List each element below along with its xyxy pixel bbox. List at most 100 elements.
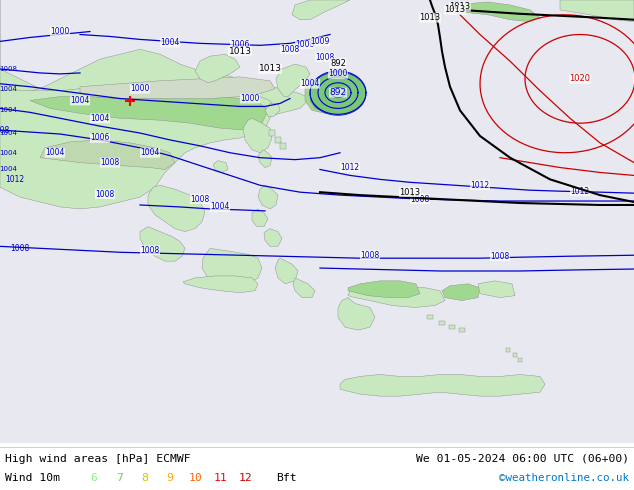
Text: 1008: 1008 [0,125,10,135]
Text: 1004: 1004 [90,114,110,123]
PathPatch shape [293,278,315,297]
PathPatch shape [40,140,175,170]
PathPatch shape [439,321,445,325]
PathPatch shape [442,284,480,300]
Text: 1008: 1008 [360,251,380,260]
Text: ©weatheronline.co.uk: ©weatheronline.co.uk [499,473,629,483]
PathPatch shape [276,64,310,97]
Text: 9: 9 [167,473,173,483]
Text: 1004: 1004 [70,96,89,105]
PathPatch shape [460,2,540,22]
PathPatch shape [80,77,275,98]
Text: 1008: 1008 [100,158,120,167]
PathPatch shape [348,281,420,297]
Text: 1008: 1008 [0,66,17,72]
Text: 1013: 1013 [399,188,420,196]
Text: 1004: 1004 [0,86,17,92]
PathPatch shape [202,248,262,286]
Text: 1008: 1008 [95,190,115,198]
PathPatch shape [275,137,281,143]
PathPatch shape [310,72,366,115]
Text: We 01-05-2024 06:00 UTC (06+00): We 01-05-2024 06:00 UTC (06+00) [416,454,629,464]
Text: 1004: 1004 [0,107,17,113]
Text: 1006: 1006 [90,133,110,143]
Text: 6: 6 [91,473,97,483]
Text: 1008: 1008 [190,195,210,203]
Text: 1013: 1013 [259,65,281,74]
PathPatch shape [252,209,268,227]
Text: 1008: 1008 [280,45,300,54]
PathPatch shape [258,185,278,209]
PathPatch shape [264,229,282,246]
Text: 8: 8 [141,473,148,483]
Text: Bft: Bft [276,473,297,483]
PathPatch shape [518,358,522,362]
Text: 1000: 1000 [50,27,70,36]
PathPatch shape [265,103,280,116]
PathPatch shape [513,353,517,357]
Text: 1004: 1004 [0,167,17,172]
Text: 1004: 1004 [301,79,320,88]
PathPatch shape [213,161,228,172]
Text: 1012: 1012 [6,175,25,184]
PathPatch shape [275,258,298,284]
PathPatch shape [459,328,465,332]
PathPatch shape [310,89,338,111]
PathPatch shape [320,79,356,108]
Text: 10: 10 [188,473,202,483]
PathPatch shape [449,325,455,329]
Text: 1020: 1020 [569,74,590,83]
Text: 1008: 1008 [410,195,430,203]
PathPatch shape [195,54,240,83]
Text: 1008: 1008 [10,244,30,253]
PathPatch shape [148,185,205,232]
Text: 1004: 1004 [45,148,65,157]
PathPatch shape [243,118,272,153]
Text: 7: 7 [116,473,122,483]
Text: 1009: 1009 [310,37,330,46]
Text: Wind 10m: Wind 10m [5,473,60,483]
PathPatch shape [338,297,375,330]
PathPatch shape [478,281,515,297]
Text: 1004: 1004 [210,202,230,212]
PathPatch shape [140,227,185,261]
Text: 892: 892 [330,88,347,97]
Text: 1012: 1012 [571,187,590,196]
Text: 1008: 1008 [295,40,314,49]
Text: 1000: 1000 [240,94,260,103]
Text: 1000: 1000 [131,84,150,93]
PathPatch shape [292,0,350,20]
Text: 1006: 1006 [230,40,250,49]
Text: 1012: 1012 [340,163,359,172]
Text: 1013: 1013 [420,13,441,22]
Text: 1008: 1008 [315,52,335,62]
Text: 1004: 1004 [160,38,179,47]
PathPatch shape [340,374,545,396]
PathPatch shape [0,87,275,209]
Text: 1004: 1004 [0,130,17,136]
PathPatch shape [305,79,345,113]
Text: 1008: 1008 [490,252,510,261]
Text: 1013: 1013 [444,5,465,14]
PathPatch shape [427,316,433,319]
Text: 892: 892 [330,59,346,68]
PathPatch shape [30,96,268,130]
PathPatch shape [506,348,510,352]
Text: High wind areas [hPa] ECMWF: High wind areas [hPa] ECMWF [5,454,191,464]
Text: 11: 11 [214,473,228,483]
Text: 1000: 1000 [328,70,347,78]
Text: 1013: 1013 [228,47,252,56]
PathPatch shape [269,130,275,136]
PathPatch shape [258,150,272,168]
Text: 1012: 1012 [470,181,489,190]
Text: 1013: 1013 [450,2,470,11]
PathPatch shape [0,0,310,120]
PathPatch shape [560,0,634,22]
PathPatch shape [280,143,286,149]
Text: 1004: 1004 [140,148,160,157]
PathPatch shape [348,288,445,307]
Text: 12: 12 [239,473,253,483]
PathPatch shape [183,276,258,293]
Text: 1008: 1008 [140,246,160,255]
Text: 1004: 1004 [0,150,17,156]
